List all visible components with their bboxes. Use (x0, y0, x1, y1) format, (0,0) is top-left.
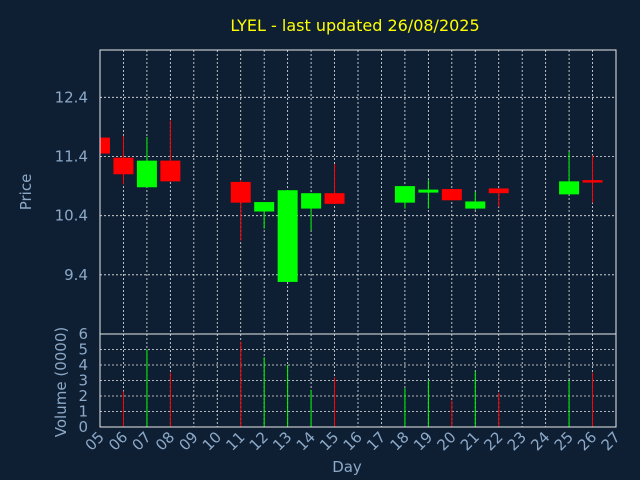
volume-tick-label: 0 (78, 418, 88, 436)
x-tick-label: 19 (410, 428, 436, 454)
x-tick-label: 27 (598, 428, 624, 454)
candle-body (441, 189, 462, 201)
x-tick-label: 22 (480, 428, 506, 454)
volume-tick-label: 3 (78, 372, 88, 390)
volume-tick-label: 6 (78, 325, 88, 343)
candle-body (324, 193, 345, 204)
x-tick-label: 12 (246, 428, 272, 454)
price-axis-label: Price (17, 174, 35, 211)
price-panel: 9.4 10.4 11.4 12.4 (55, 49, 617, 335)
x-tick-label: 26 (574, 428, 600, 454)
candle-body (465, 201, 486, 209)
x-axis: 0506070809101112131415161718192021222324… (82, 428, 624, 454)
candle-body (136, 160, 157, 188)
x-tick-label: 06 (105, 428, 131, 454)
candle-body (301, 193, 322, 209)
price-tick-label: 9.4 (64, 266, 88, 284)
x-tick-label: 09 (175, 428, 201, 454)
candle-body (418, 189, 439, 193)
volume-axis-label: Volume (0000) (52, 327, 70, 437)
x-tick-label: 13 (269, 428, 295, 454)
candle-body (488, 188, 509, 194)
x-tick-label: 23 (504, 428, 530, 454)
volume-tick-label: 5 (78, 341, 88, 359)
candle-body (100, 137, 110, 154)
candle-body (113, 157, 134, 175)
price-tick-label: 12.4 (55, 88, 88, 106)
x-tick-label: 25 (551, 428, 577, 454)
x-tick-label: 21 (457, 428, 483, 454)
x-tick-label: 24 (527, 428, 553, 454)
candle-body (394, 186, 415, 203)
price-tick-label: 11.4 (55, 148, 88, 166)
x-tick-label: 16 (340, 428, 366, 454)
volume-tick-label: 1 (78, 403, 88, 421)
x-tick-label: 18 (387, 428, 413, 454)
candle-body (277, 190, 298, 282)
candle-body (559, 181, 580, 195)
x-tick-label: 20 (433, 428, 459, 454)
volume-tick-label: 2 (78, 387, 88, 405)
candle-body (582, 180, 603, 183)
volume-tick-label: 4 (78, 356, 88, 374)
x-tick-label: 11 (222, 428, 248, 454)
x-tick-label: 07 (129, 428, 155, 454)
price-tick-label: 10.4 (55, 207, 88, 225)
x-tick-label: 08 (152, 428, 178, 454)
x-tick-label: 15 (316, 428, 342, 454)
candle-body (230, 181, 251, 203)
x-tick-label: 14 (293, 428, 319, 454)
candle-body (160, 160, 181, 182)
x-tick-label: 17 (363, 428, 389, 454)
candles (100, 120, 603, 282)
x-axis-label: Day (332, 458, 362, 476)
chart-title: LYEL - last updated 26/08/2025 (230, 16, 479, 35)
volume-frame (99, 333, 617, 428)
x-tick-label: 10 (199, 428, 225, 454)
candle-body (254, 202, 275, 212)
